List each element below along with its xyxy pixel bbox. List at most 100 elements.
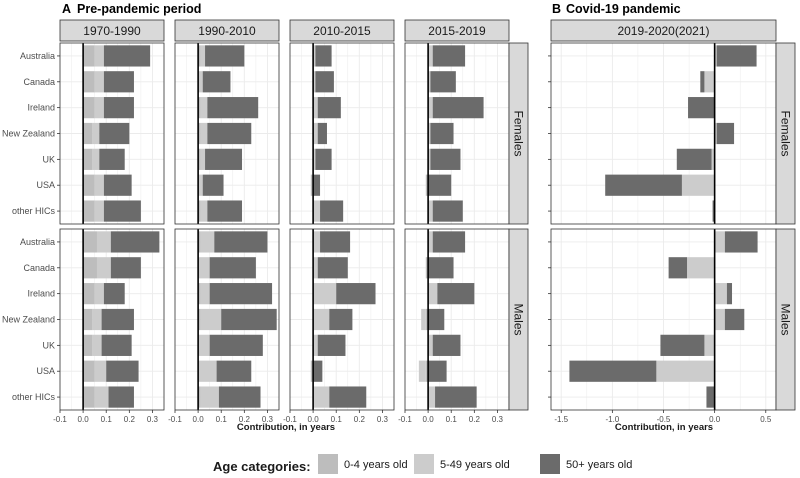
bar-usa-50+ [428, 174, 452, 196]
x-tick-label: 0.5 [760, 415, 772, 424]
bar-australia-5-49 [96, 231, 111, 253]
bar-usa-50+ [202, 174, 224, 196]
bar-other-hics-50+ [706, 386, 715, 408]
category-label-ireland: Ireland [27, 289, 55, 299]
bar-new-zealand-5-49 [714, 308, 725, 331]
category-label-other-hics: other HICs [12, 206, 56, 216]
bar-new-zealand-5-49 [92, 122, 100, 145]
bar-uk-50+ [676, 148, 712, 170]
bar-australia-5-49 [200, 231, 215, 253]
bar-uk-50+ [315, 148, 332, 170]
bar-canada-5-49 [94, 71, 104, 93]
bar-uk-5-49 [704, 334, 715, 356]
bar-ireland-5-49 [428, 283, 438, 305]
x-tick-label: 0.3 [147, 415, 159, 424]
legend-swatch-0-4 [318, 454, 338, 474]
strip-label-1990-2010: 1990-2010 [198, 24, 256, 38]
bar-new-zealand-0-4 [425, 308, 429, 331]
bar-usa-50+ [313, 174, 321, 196]
facet-1990-2010-males: -0.1 0.0 0.1 0.2 0.3 [168, 228, 280, 424]
bar-other-hics-0-4 [83, 200, 95, 222]
bar-new-zealand-50+ [430, 122, 454, 145]
category-label-australia: Australia [20, 237, 55, 247]
panel-b-key: B [552, 2, 561, 16]
x-tick-label: -1.5 [554, 415, 568, 424]
facet-border [174, 228, 280, 411]
category-label-usa: USA [36, 366, 55, 376]
bar-usa-5-49 [94, 174, 104, 196]
bar-other-hics-50+ [712, 200, 715, 222]
bar-new-zealand-5-49 [200, 122, 208, 145]
bar-ireland-50+ [726, 283, 733, 305]
bar-canada-5-49 [198, 257, 210, 279]
x-tick-label: 0.2 [469, 415, 481, 424]
strip-2015-2019 [404, 19, 510, 42]
bar-usa-50+ [106, 360, 139, 382]
bar-new-zealand-50+ [101, 308, 134, 331]
bar-australia-50+ [205, 45, 245, 67]
category-label-australia: Australia [20, 51, 55, 61]
bar-australia-5-49 [428, 231, 433, 253]
category-label-uk: UK [42, 340, 55, 350]
bar-other-hics-50+ [435, 386, 477, 408]
x-tick-label: 0.0 [193, 415, 205, 424]
side-strip-label-females: Females [512, 110, 526, 156]
bar-ireland-0-4 [198, 283, 201, 305]
bar-canada-5-49 [313, 71, 316, 93]
bar-ireland-50+ [437, 283, 475, 305]
bar-australia-5-49 [714, 231, 725, 253]
bar-new-zealand-0-4 [198, 308, 201, 331]
facet-1970-1990-males: Australia Canada Ireland New Zealand UK USA ot… [2, 228, 165, 424]
x-tick-label: 0.2 [124, 415, 136, 424]
bar-new-zealand-5-49 [714, 122, 717, 145]
bar-uk-50+ [660, 334, 705, 356]
bar-other-hics-5-49 [200, 200, 208, 222]
bar-canada-50+ [428, 257, 454, 279]
side-strip-females-b [775, 42, 796, 225]
bar-canada-50+ [668, 257, 688, 279]
x-tick-label: 0.1 [446, 415, 458, 424]
bar-canada-50+ [209, 257, 256, 279]
bar-other-hics-5-49 [428, 386, 436, 408]
side-strip-label-males: Males [512, 303, 526, 335]
bar-australia-50+ [724, 231, 758, 253]
bar-new-zealand-0-4 [83, 308, 93, 331]
x-tick-label: -0.1 [283, 415, 297, 424]
bar-usa-50+ [216, 360, 252, 382]
x-tick-label: -0.1 [53, 415, 67, 424]
panel-a-title-text: Pre-pandemic period [77, 2, 201, 16]
bar-usa-0-4 [83, 360, 95, 382]
bar-other-hics-0-4 [83, 386, 95, 408]
facet-border [289, 228, 395, 411]
category-label-new-zealand: New Zealand [2, 129, 55, 139]
strip-1970-1990 [59, 19, 165, 42]
strip-label-2019-2020-2021: 2019-2020(2021) [617, 24, 709, 38]
bar-usa-50+ [569, 360, 657, 382]
bar-usa-50+ [605, 174, 682, 196]
bar-ireland-50+ [317, 97, 341, 119]
bar-canada-0-4 [83, 71, 95, 93]
bar-other-hics-50+ [329, 386, 367, 408]
bar-ireland-5-49 [94, 97, 104, 119]
strip-1990-2010 [174, 19, 280, 42]
bar-uk-0-4 [198, 148, 201, 170]
bar-australia-50+ [315, 45, 332, 67]
strip-2019-2020-2021 [550, 19, 777, 42]
bar-other-hics-50+ [218, 386, 261, 408]
bar-other-hics-5-49 [313, 200, 321, 222]
legend-swatch-5-49 [414, 454, 434, 474]
x-tick-label: 0.3 [262, 415, 274, 424]
bar-new-zealand-5-49 [313, 308, 330, 331]
bar-new-zealand-50+ [221, 308, 277, 331]
bar-usa-5-49 [418, 360, 426, 382]
bar-ireland-50+ [209, 283, 273, 305]
strip-2010-2015 [289, 19, 395, 42]
bar-other-hics-50+ [432, 200, 463, 222]
legend-label-0-4: 0-4 years old [344, 459, 408, 471]
side-strip-males-a [508, 228, 529, 411]
bar-australia-50+ [214, 231, 268, 253]
bar-ireland-5-49 [714, 283, 727, 305]
bar-new-zealand-50+ [724, 308, 745, 331]
bar-canada-5-49 [687, 257, 715, 279]
bar-canada-5-49 [313, 257, 318, 279]
